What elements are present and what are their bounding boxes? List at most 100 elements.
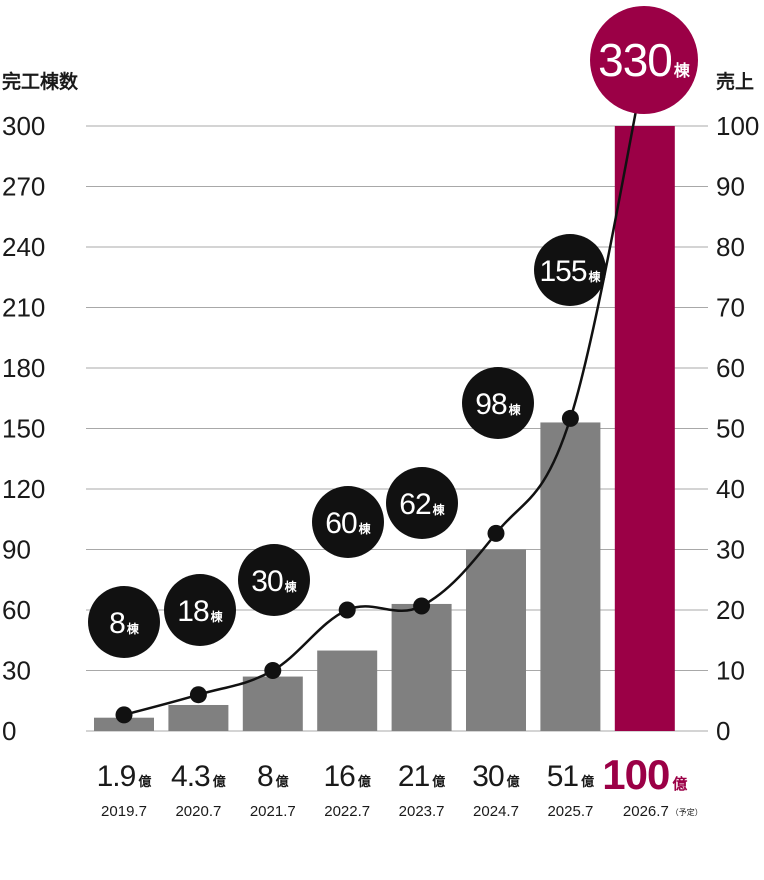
revenue-unit: 億 <box>138 774 151 790</box>
category-date: 2022.7 <box>324 803 370 820</box>
revenue-label: 30 億 <box>472 760 519 793</box>
category-date: 2021.7 <box>250 803 296 820</box>
bubble-value: 98 <box>475 388 507 421</box>
left-tick-label: 150 <box>2 414 45 444</box>
bubble-label: 155 棟 <box>539 255 601 288</box>
left-tick-label: 30 <box>2 656 31 686</box>
left-tick-label: 270 <box>2 172 45 202</box>
right-tick-label: 60 <box>716 353 745 383</box>
left-axis: 完工棟数 0 30 60 90 120 150 180 210 240 270 300 <box>2 70 79 746</box>
bubble-unit: 棟 <box>359 521 372 536</box>
revenue-unit: 億 <box>672 775 687 793</box>
revenue-label: 4.3 億 <box>171 760 226 793</box>
bubble-label: 62 棟 <box>399 488 445 521</box>
bar <box>540 422 601 731</box>
revenue-unit: 億 <box>507 774 520 790</box>
revenue-unit: 億 <box>276 774 289 790</box>
right-axis-title: 売上 <box>716 70 754 93</box>
bar <box>168 704 229 731</box>
right-tick-label: 50 <box>716 414 745 444</box>
left-tick-label: 180 <box>2 353 45 383</box>
left-tick-label: 240 <box>2 232 45 262</box>
bubble <box>534 234 606 306</box>
bubble <box>238 544 310 616</box>
left-tick-label: 0 <box>2 716 16 746</box>
right-tick-label: 10 <box>716 656 745 686</box>
bar <box>466 549 526 731</box>
category-date: 2026.7 <box>623 803 669 820</box>
right-tick-label: 30 <box>716 535 745 565</box>
right-tick-label: 0 <box>716 716 730 746</box>
bubble-unit: 棟 <box>433 502 446 517</box>
bubble-value: 60 <box>325 507 357 540</box>
units-point <box>115 706 133 724</box>
revenue-label: 51 億 <box>547 760 594 793</box>
right-tick-label: 100 <box>716 111 759 141</box>
category-date: 2024.7 <box>473 803 519 820</box>
bubble <box>88 586 160 658</box>
bubble <box>164 574 236 646</box>
bubble <box>462 367 534 439</box>
units-point <box>189 686 207 704</box>
revenue-label: 1.9 億 <box>97 760 152 793</box>
right-tick-label: 90 <box>716 172 745 202</box>
units-point <box>413 597 431 615</box>
revenue-label: 16 億 <box>324 760 371 793</box>
bubble-unit: 棟 <box>589 269 602 284</box>
left-axis-title: 完工棟数 <box>2 70 79 93</box>
revenue-value: 4.3 <box>171 760 210 793</box>
bubble-unit: 棟 <box>509 402 522 417</box>
revenue-value: 8 <box>257 760 273 793</box>
bubble-label: 60 棟 <box>325 507 371 540</box>
bubble-value: 330 <box>598 34 672 86</box>
left-tick-label: 300 <box>2 111 45 141</box>
bubble <box>312 486 384 558</box>
bubble-label: 98 棟 <box>475 388 521 421</box>
units-point <box>561 409 579 427</box>
bubble-value: 30 <box>251 565 283 598</box>
right-tick-label: 40 <box>716 474 745 504</box>
bubble-unit: 棟 <box>285 579 298 594</box>
bar-highlight <box>614 126 675 731</box>
revenue-unit: 億 <box>358 774 371 790</box>
units-point <box>487 524 505 542</box>
revenue-value: 16 <box>324 760 356 793</box>
revenue-value: 51 <box>547 760 579 793</box>
bubble-label: 18 棟 <box>177 595 223 628</box>
bubble-value: 8 <box>109 607 125 640</box>
bar <box>242 676 303 731</box>
left-tick-label: 90 <box>2 535 31 565</box>
revenue-label: 21 億 <box>398 760 445 793</box>
bubble <box>386 467 458 539</box>
right-tick-label: 80 <box>716 232 745 262</box>
bar <box>391 603 452 731</box>
bubble-unit: 棟 <box>211 609 224 624</box>
bubble-highlight <box>590 6 698 114</box>
bubble-value: 62 <box>399 488 431 521</box>
category-date: 2019.7 <box>101 803 147 820</box>
units-point <box>264 662 282 679</box>
bubble-value: 18 <box>177 595 209 628</box>
revenue-value: 1.9 <box>97 760 136 793</box>
bubble-unit: 棟 <box>127 621 140 636</box>
right-tick-label: 20 <box>716 595 745 625</box>
bar <box>317 650 378 731</box>
category-date: 2020.7 <box>175 803 221 820</box>
revenue-value: 21 <box>398 760 430 793</box>
right-axis: 売上 0 10 20 30 40 50 60 70 80 90 100 <box>716 70 759 746</box>
left-tick-label: 60 <box>2 595 31 625</box>
bars <box>94 126 675 731</box>
bubble-label: 330 棟 <box>598 34 691 86</box>
category-date: 2023.7 <box>399 803 445 820</box>
revenue-value: 100 <box>602 751 669 798</box>
revenue-unit: 億 <box>581 774 594 790</box>
category-note: （予定） <box>671 807 703 817</box>
revenue-value: 30 <box>472 760 504 793</box>
left-tick-label: 120 <box>2 474 45 504</box>
right-tick-label: 70 <box>716 293 745 323</box>
category-date: 2025.7 <box>547 803 593 820</box>
